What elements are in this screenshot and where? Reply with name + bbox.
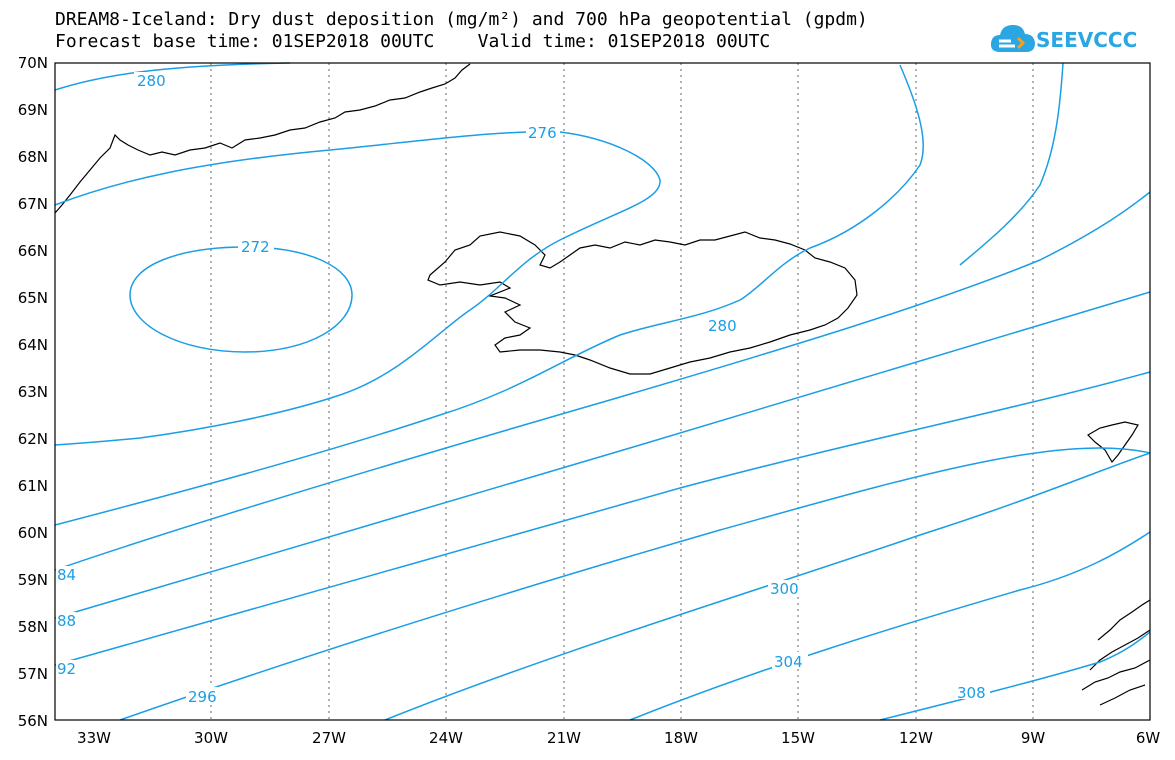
lon-label: 18W xyxy=(664,729,698,747)
chart-subtitle: Forecast base time: 01SEP2018 00UTC Vali… xyxy=(55,31,771,52)
lat-label: 62N xyxy=(18,430,48,448)
contour-label: 92 xyxy=(57,660,76,678)
lat-label: 56N xyxy=(18,712,48,730)
contour-labels: 280 276 272 280 300 304 308 296 84 88 92 xyxy=(56,72,990,706)
lat-label: 70N xyxy=(18,54,48,72)
contour-label: 88 xyxy=(57,612,76,630)
contour-label: 296 xyxy=(188,688,217,706)
lon-label: 30W xyxy=(194,729,228,747)
lat-label: 64N xyxy=(18,336,48,354)
lat-label: 67N xyxy=(18,195,48,213)
contour-label: 304 xyxy=(774,653,803,671)
lat-label: 63N xyxy=(18,383,48,401)
contour-label: 272 xyxy=(241,238,270,256)
lon-label: 9W xyxy=(1021,729,1046,747)
lon-label: 33W xyxy=(77,729,111,747)
lat-label: 57N xyxy=(18,665,48,683)
lat-label: 59N xyxy=(18,571,48,589)
lat-label: 61N xyxy=(18,477,48,495)
lon-label: 27W xyxy=(312,729,346,747)
logo-text: SEEVCCC xyxy=(1036,28,1138,52)
lon-label: 21W xyxy=(547,729,581,747)
chart-title: DREAM8-Iceland: Dry dust deposition (mg/… xyxy=(55,9,868,30)
lat-label: 60N xyxy=(18,524,48,542)
lon-label: 6W xyxy=(1136,729,1161,747)
cloud-icon xyxy=(990,25,1035,52)
latitude-axis: 70N 69N 68N 67N 66N 65N 64N 63N 62N 61N … xyxy=(18,54,48,730)
lat-label: 65N xyxy=(18,289,48,307)
lon-label: 12W xyxy=(899,729,933,747)
contour-label: 276 xyxy=(528,124,557,142)
lat-label: 68N xyxy=(18,148,48,166)
contour-label: 308 xyxy=(957,684,986,702)
lat-label: 66N xyxy=(18,242,48,260)
contour-label: 280 xyxy=(137,72,166,90)
coastline xyxy=(54,63,1151,706)
lon-label: 24W xyxy=(429,729,463,747)
contour-label: 280 xyxy=(708,317,737,335)
contour-label: 300 xyxy=(770,580,799,598)
contour-label: 84 xyxy=(57,566,76,584)
lat-label: 58N xyxy=(18,618,48,636)
map-frame xyxy=(54,62,1151,721)
geopotential-contours xyxy=(54,62,1151,721)
lon-label: 15W xyxy=(781,729,815,747)
longitude-axis: 33W 30W 27W 24W 21W 18W 15W 12W 9W 6W xyxy=(77,729,1160,747)
seevccc-logo: SEEVCCC xyxy=(990,22,1140,56)
graticule xyxy=(210,63,1034,720)
lat-label: 69N xyxy=(18,101,48,119)
